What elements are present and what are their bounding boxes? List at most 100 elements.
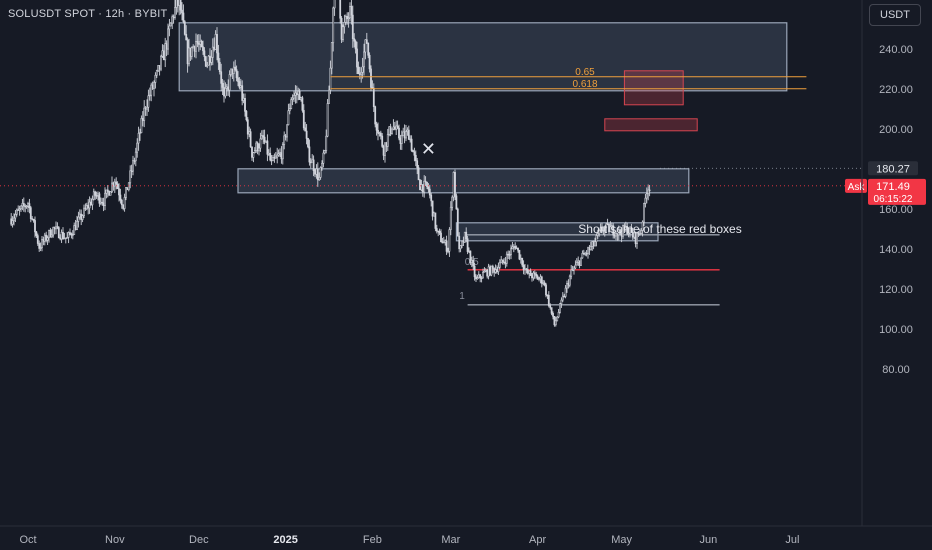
candle-body — [385, 142, 388, 147]
candle-body — [532, 272, 535, 279]
candle-body — [77, 216, 80, 222]
candle-body — [430, 194, 433, 202]
candle-body — [235, 69, 238, 79]
y-tick-label: 80.00 — [882, 364, 910, 376]
candle-body — [444, 240, 447, 243]
candle-body — [220, 71, 223, 84]
candle-body — [193, 46, 196, 52]
candle-body — [255, 142, 258, 151]
candle-body — [487, 266, 490, 277]
candle-body — [330, 42, 333, 69]
y-tick-label: 140.00 — [879, 244, 913, 256]
candle-body — [461, 240, 463, 246]
candle-body — [381, 135, 384, 147]
candle-body — [552, 313, 554, 317]
x-tick-label: Nov — [105, 534, 125, 546]
candle-body — [371, 87, 374, 89]
candle-body — [582, 252, 585, 255]
candle-body — [503, 261, 505, 264]
candle-body — [304, 127, 307, 132]
candle-body — [284, 135, 287, 138]
candle-body — [594, 241, 596, 247]
candle-body — [406, 129, 409, 132]
candle-body — [549, 305, 552, 308]
candle-body — [210, 57, 213, 63]
candle-body — [221, 83, 224, 88]
candle-body — [55, 226, 57, 230]
candle-body — [346, 16, 349, 19]
red-box-2[interactable] — [604, 118, 698, 132]
candle-body — [140, 118, 143, 133]
candle-body — [550, 307, 553, 314]
candle-body — [153, 82, 155, 89]
candle-body — [587, 247, 589, 254]
candle-body — [25, 205, 28, 208]
candle-body — [165, 43, 168, 50]
candle-body — [45, 234, 48, 241]
candle-body — [48, 230, 50, 239]
candle-body — [360, 72, 363, 75]
candle-body — [132, 160, 134, 172]
candle-body — [262, 135, 265, 138]
candle-body — [76, 221, 78, 231]
candle-body — [300, 97, 302, 100]
candle-body — [242, 97, 245, 101]
candle-body — [218, 61, 221, 73]
zone-box-3[interactable] — [455, 222, 659, 242]
candle-body — [622, 225, 624, 237]
candle-body — [370, 68, 372, 88]
candle-body — [49, 230, 52, 238]
x-tick-label: Feb — [363, 534, 382, 546]
currency-button[interactable]: USDT — [869, 4, 921, 26]
candle-body — [197, 43, 200, 45]
candle-body — [190, 47, 193, 57]
candle-body — [645, 193, 648, 199]
candle-body — [533, 272, 536, 275]
candle-body — [234, 66, 237, 70]
candle-body — [88, 201, 91, 209]
candle-body — [32, 218, 35, 221]
candle-body — [60, 232, 63, 240]
candle-body — [141, 118, 144, 121]
candle-body — [328, 89, 330, 104]
candle-body — [400, 135, 403, 144]
candle-body — [259, 138, 262, 149]
ask-price-box — [868, 178, 926, 205]
candle-body — [528, 270, 531, 274]
candle-body — [475, 276, 477, 280]
candle-body — [477, 274, 480, 278]
candle-body — [207, 55, 210, 66]
zone-box-2[interactable] — [237, 168, 690, 194]
candle-body — [176, 0, 179, 6]
candle-body — [423, 180, 426, 193]
candle-body — [158, 65, 161, 70]
candle-body — [169, 22, 172, 27]
candle-body — [67, 232, 70, 238]
candle-body — [305, 130, 308, 139]
red-box-1[interactable] — [623, 70, 684, 106]
candle-body — [224, 88, 227, 97]
candle-body — [382, 146, 385, 156]
candle-body — [52, 227, 55, 236]
candle-body — [428, 188, 431, 196]
candle-body — [134, 151, 137, 162]
candle-body — [465, 231, 468, 239]
candle-body — [407, 129, 410, 140]
candle-body — [154, 74, 157, 83]
candle-body — [476, 277, 479, 280]
candle-body — [192, 46, 195, 49]
candle-body — [164, 43, 167, 61]
candle-body — [510, 248, 512, 255]
candle-body — [225, 86, 228, 89]
candle-body — [160, 56, 162, 70]
candle-body — [570, 269, 573, 277]
zone-box-1[interactable] — [178, 22, 788, 92]
candle-body — [393, 126, 396, 130]
candle-body — [438, 230, 441, 234]
candle-body — [244, 97, 246, 112]
candle-body — [146, 106, 148, 110]
candle-body — [227, 86, 230, 91]
candle-body — [524, 268, 526, 271]
